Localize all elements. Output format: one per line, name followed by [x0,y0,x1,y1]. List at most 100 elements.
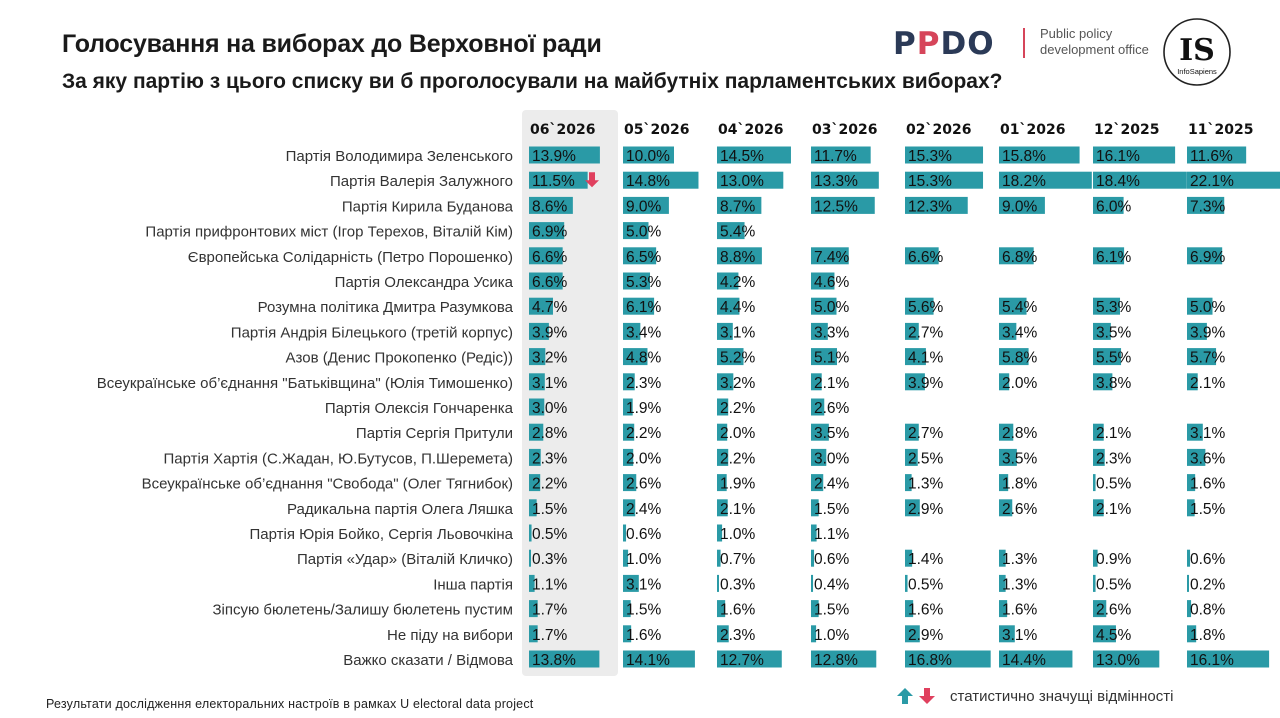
value-label: 2.8% [1002,425,1038,442]
party-label: Розумна політика Дмитра Разумкова [258,299,514,316]
value-label: 3.2% [720,375,756,392]
value-label: 2.1% [720,501,756,518]
value-label: 0.8% [1190,602,1226,619]
value-label: 1.8% [1190,627,1226,644]
value-bar [811,348,838,366]
value-bar [811,650,877,668]
value-label: 2.2% [720,450,756,467]
value-label: 7.4% [814,249,850,266]
value-label: 0.5% [1096,576,1132,593]
value-bar [811,171,879,189]
value-bar [811,499,819,517]
ppdo-logo-letter: P [916,26,941,62]
value-label: 1.5% [814,602,850,619]
value-bar [529,146,600,164]
infosapiens-logo-ring [1163,18,1231,86]
value-bar [1093,348,1122,366]
value-label: 6.0% [1096,198,1132,215]
value-label: 1.1% [814,526,850,543]
value-label: 6.6% [532,274,568,291]
value-label: 4.1% [908,350,944,367]
value-bar [1187,146,1247,164]
value-label: 8.6% [532,198,568,215]
value-label: 6.8% [1002,249,1038,266]
value-bar [811,322,828,340]
value-label: 5.1% [814,350,850,367]
value-label: 15.8% [1002,148,1046,165]
value-label: 6.6% [908,249,944,266]
column-header: 03`2026 [812,122,877,138]
party-label: Всеукраїнське об’єднання "Батьківщина" (… [97,375,513,392]
value-bar [717,146,791,164]
value-bar [623,196,669,214]
value-label: 2.6% [1096,602,1132,619]
value-label: 13.8% [532,652,576,669]
value-label: 1.8% [1002,476,1038,493]
value-bar [905,171,984,189]
column-header: 11`2025 [1188,122,1253,138]
value-label: 3.0% [532,400,568,417]
value-label: 8.7% [720,198,756,215]
value-label: 3.5% [814,425,850,442]
value-label: 3.5% [1002,450,1038,467]
value-bar [811,574,814,592]
value-bar [905,600,914,618]
value-bar [1187,171,1280,189]
chart-subtitle: За яку партію з цього списку ви б прогол… [62,70,1003,93]
ppdo-logo: PPDO Public policy development office [893,24,1149,64]
arrow-down-icon [585,172,599,188]
value-bar [811,373,822,391]
value-bar [1187,348,1217,366]
value-label: 5.8% [1002,350,1038,367]
value-label: 1.6% [1002,602,1038,619]
value-bar [623,322,641,340]
party-label: Важко сказати / Відмова [343,652,513,669]
value-bar [999,549,1006,567]
value-label: 1.1% [532,576,568,593]
value-label: 0.5% [1096,476,1132,493]
ppdo-logo-letter: O [967,26,995,62]
value-bar [999,171,1092,189]
value-bar [717,322,733,340]
value-label: 7.3% [1190,198,1226,215]
value-bar [811,297,837,315]
value-label: 14.1% [626,652,670,669]
value-label: 1.3% [1002,576,1038,593]
value-label: 4.6% [814,274,850,291]
ppdo-logo-letter: P [893,26,917,62]
value-bar [623,625,632,643]
value-label: 15.3% [908,173,952,190]
arrow-up-icon [897,688,913,704]
value-bar [623,297,655,315]
value-label: 5.0% [814,299,850,316]
value-label: 5.4% [1002,299,1038,316]
value-bar [1187,474,1196,492]
value-bar [1187,625,1197,643]
value-bar [1187,574,1189,592]
value-bar [529,247,563,265]
value-label: 2.3% [720,627,756,644]
value-label: 2.4% [814,476,850,493]
value-label: 0.2% [1190,576,1226,593]
value-label: 12.5% [814,198,858,215]
value-label: 2.7% [908,324,944,341]
value-bar [811,398,825,416]
value-bar [1093,499,1104,517]
value-bar [999,499,1013,517]
value-bar [905,196,968,214]
value-bar [1187,196,1225,214]
value-label: 18.4% [1096,173,1140,190]
value-bar [1093,574,1096,592]
value-label: 1.7% [532,627,568,644]
value-label: 3.0% [814,450,850,467]
value-bar [623,600,631,618]
value-label: 0.5% [532,526,568,543]
value-bar [1093,625,1116,643]
value-bar [1187,322,1207,340]
value-label: 0.6% [1190,551,1226,568]
value-bar [717,574,719,592]
value-bar [623,423,635,441]
value-label: 1.0% [720,526,756,543]
value-label: 8.8% [720,249,756,266]
value-label: 3.9% [532,324,568,341]
